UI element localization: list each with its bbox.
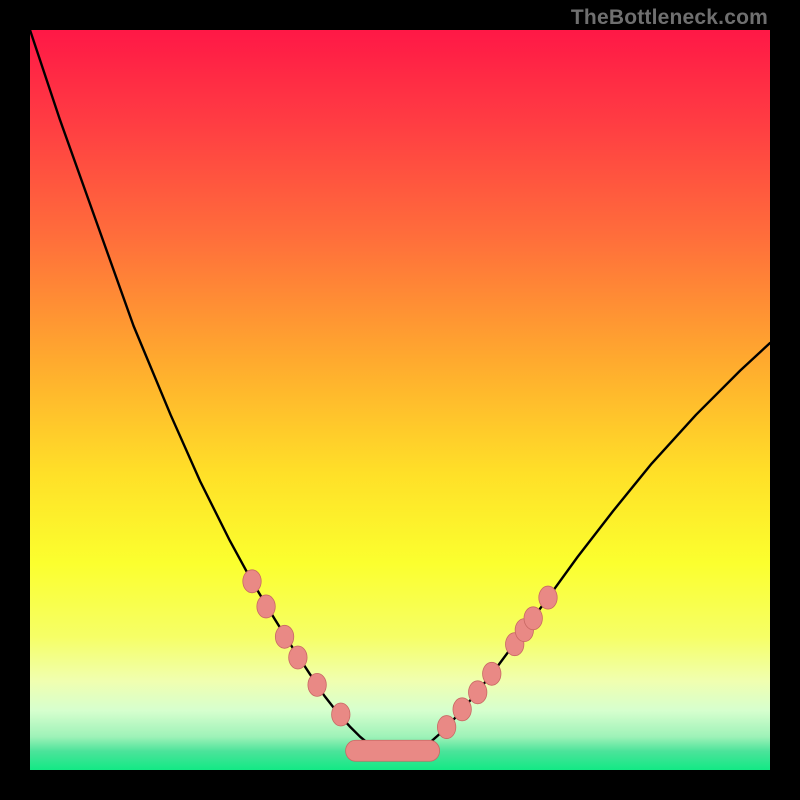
data-marker xyxy=(453,698,471,721)
watermark-text: TheBottleneck.com xyxy=(571,6,768,30)
optimal-band xyxy=(346,740,440,761)
data-marker xyxy=(483,662,501,685)
data-marker xyxy=(289,646,307,669)
data-marker xyxy=(275,625,293,648)
data-marker xyxy=(332,703,350,726)
plot-area xyxy=(30,30,770,770)
data-marker xyxy=(308,673,326,696)
data-marker xyxy=(437,716,455,739)
data-marker xyxy=(469,681,487,704)
chart-container: TheBottleneck.com xyxy=(0,0,800,800)
data-marker xyxy=(524,607,542,630)
data-marker xyxy=(257,595,275,618)
bottleneck-chart xyxy=(30,30,770,770)
gradient-background xyxy=(30,30,770,770)
data-marker xyxy=(539,586,557,609)
data-marker xyxy=(243,570,261,593)
